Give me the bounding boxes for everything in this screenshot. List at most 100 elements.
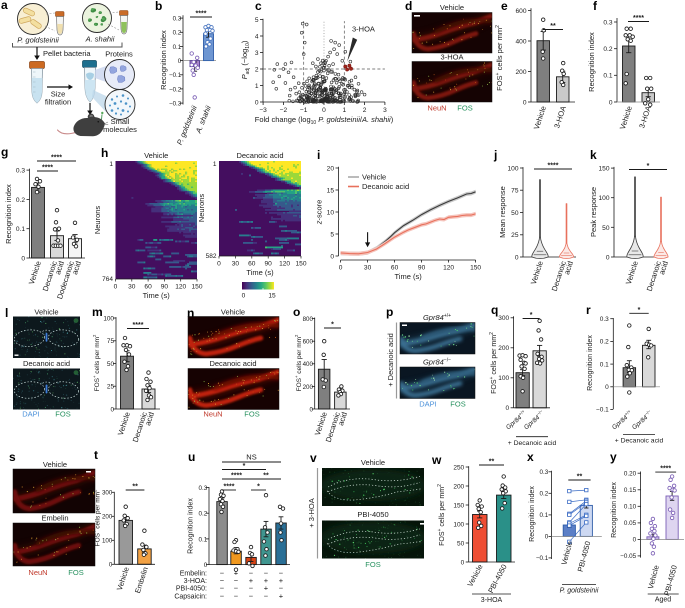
svg-text:−0.1: −0.1 — [596, 407, 609, 414]
svg-text:50: 50 — [511, 210, 519, 217]
svg-text:5: 5 — [330, 231, 334, 238]
svg-text:1: 1 — [342, 107, 346, 114]
svg-text:2: 2 — [363, 107, 367, 114]
svg-text:r: r — [586, 303, 591, 317]
svg-text:50: 50 — [457, 540, 465, 547]
svg-text:FOS+ cells per mm2: FOS+ cells per mm2 — [92, 334, 101, 391]
svg-text:0.2: 0.2 — [199, 511, 208, 518]
svg-text:t: t — [94, 448, 98, 462]
svg-text:10: 10 — [327, 209, 335, 216]
svg-text:Vehicle: Vehicle — [144, 151, 168, 160]
svg-text:0.3: 0.3 — [600, 316, 609, 323]
svg-text:0: 0 — [609, 99, 613, 106]
svg-text:FOS+ cells per mm2: FOS+ cells per mm2 — [294, 334, 303, 391]
svg-text:75: 75 — [107, 338, 115, 345]
svg-text:30: 30 — [128, 284, 136, 291]
svg-text:15: 15 — [268, 293, 276, 300]
svg-text:0: 0 — [523, 99, 527, 106]
svg-text:Embelin: Embelin — [41, 514, 68, 523]
svg-text:100: 100 — [507, 165, 518, 172]
svg-text:90: 90 — [265, 261, 273, 268]
svg-text:Vehicle: Vehicle — [362, 173, 386, 182]
svg-text:764: 764 — [102, 276, 113, 283]
svg-text:75: 75 — [511, 188, 519, 195]
svg-text:g: g — [1, 145, 8, 159]
svg-text:b: b — [155, 0, 162, 13]
svg-text:0.3: 0.3 — [199, 485, 208, 492]
svg-text:Time (s): Time (s) — [394, 272, 422, 281]
svg-text:Mean response: Mean response — [498, 186, 507, 238]
svg-text:filtration: filtration — [45, 98, 71, 107]
svg-text:3: 3 — [383, 107, 387, 114]
svg-text:−0.05: −0.05 — [620, 553, 636, 560]
svg-text:Vehicle: Vehicle — [361, 458, 385, 467]
svg-text:90: 90 — [161, 284, 169, 291]
svg-text:****: **** — [196, 11, 207, 18]
svg-text:c: c — [255, 0, 262, 13]
svg-text:0: 0 — [515, 254, 519, 261]
svg-text:25: 25 — [107, 384, 115, 391]
svg-text:−1: −1 — [300, 107, 308, 114]
svg-text:0: 0 — [461, 559, 465, 566]
svg-text:d: d — [405, 0, 412, 13]
svg-text:a: a — [1, 0, 8, 12]
svg-text:+: + — [279, 591, 284, 600]
svg-text:0.15: 0.15 — [624, 487, 637, 494]
svg-text:i: i — [317, 148, 320, 162]
svg-text:60: 60 — [391, 265, 399, 272]
svg-text:0.1: 0.1 — [16, 226, 25, 233]
svg-text:−0.1: −0.1 — [536, 555, 549, 562]
svg-text:Embelin:: Embelin: — [180, 571, 207, 578]
svg-text:0: 0 — [545, 534, 549, 541]
svg-text:Vehicle: Vehicle — [34, 308, 58, 317]
svg-text:v: v — [310, 451, 317, 465]
svg-text:−: − — [264, 591, 269, 600]
svg-text:Pellet bacteria: Pellet bacteria — [43, 49, 91, 58]
svg-text:100: 100 — [498, 375, 509, 382]
svg-text:0: 0 — [242, 293, 246, 300]
svg-text:0.3: 0.3 — [16, 168, 25, 175]
svg-text:DAPI: DAPI — [22, 410, 40, 419]
svg-text:0.1: 0.1 — [540, 512, 549, 519]
svg-text:****: **** — [42, 165, 53, 172]
svg-text:s: s — [9, 450, 16, 464]
svg-text:150: 150 — [470, 265, 481, 272]
svg-text:3-HOA:: 3-HOA: — [184, 578, 207, 585]
svg-text:y: y — [610, 450, 617, 464]
svg-text:Decanoic acid: Decanoic acid — [236, 151, 283, 160]
svg-text:0.3: 0.3 — [603, 19, 612, 26]
svg-text:0.1: 0.1 — [173, 44, 182, 51]
svg-text:Decanoic acid: Decanoic acid — [362, 182, 409, 191]
svg-text:Decanoic acid: Decanoic acid — [23, 359, 70, 368]
svg-text:−: − — [234, 591, 239, 600]
svg-text:25: 25 — [511, 232, 519, 239]
svg-text:30: 30 — [232, 261, 240, 268]
svg-text:30: 30 — [364, 265, 372, 272]
svg-text:+ 3-HOA: + 3-HOA — [307, 498, 316, 527]
svg-text:0: 0 — [21, 255, 25, 262]
svg-text:200: 200 — [498, 345, 509, 352]
svg-text:****: **** — [224, 484, 235, 491]
svg-text:Recognition index: Recognition index — [587, 335, 594, 391]
svg-text:****: **** — [231, 473, 242, 480]
svg-text:400: 400 — [515, 38, 526, 45]
svg-text:3-HOA: 3-HOA — [481, 597, 503, 603]
svg-text:0.1: 0.1 — [600, 361, 609, 368]
svg-text:FOS: FOS — [365, 560, 380, 569]
svg-text:150: 150 — [453, 502, 464, 509]
svg-text:FOS+ cells per mm2: FOS+ cells per mm2 — [495, 25, 504, 91]
svg-text:FOS: FOS — [457, 104, 472, 113]
svg-text:Vehicle: Vehicle — [43, 460, 67, 469]
svg-text:**: ** — [550, 23, 556, 30]
svg-text:PBI-4050: PBI-4050 — [357, 510, 388, 519]
svg-text:90: 90 — [418, 265, 426, 272]
svg-text:0: 0 — [606, 254, 610, 261]
svg-text:0: 0 — [114, 284, 118, 291]
svg-text:****: **** — [133, 322, 144, 329]
svg-text:300: 300 — [102, 490, 113, 497]
svg-text:0: 0 — [605, 384, 609, 391]
svg-text:60: 60 — [248, 261, 256, 268]
svg-text:*: * — [530, 312, 533, 319]
svg-text:0.2: 0.2 — [603, 46, 612, 53]
svg-text:Recognition index: Recognition index — [529, 486, 536, 542]
